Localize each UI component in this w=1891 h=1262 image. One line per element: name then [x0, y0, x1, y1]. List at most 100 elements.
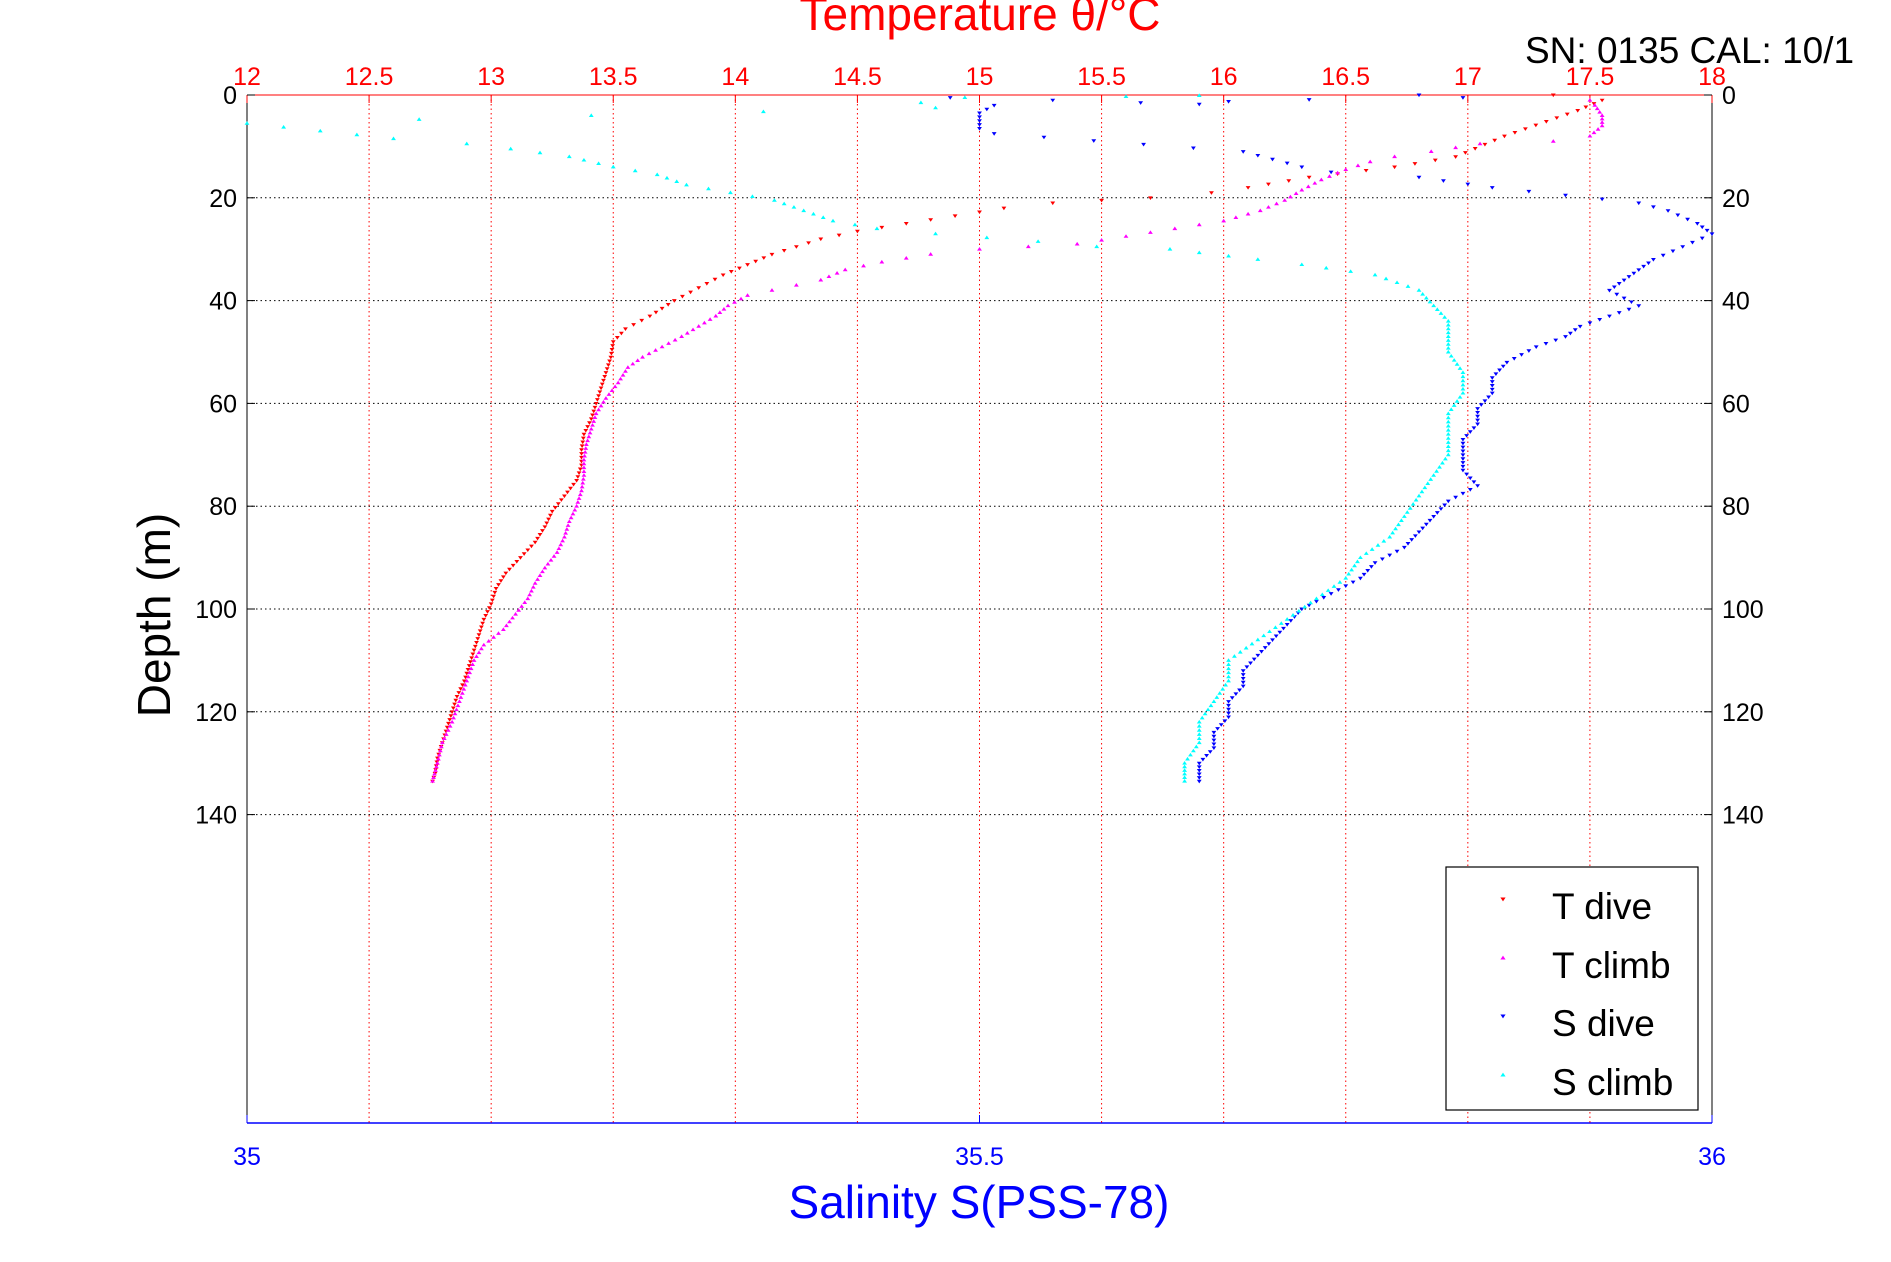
- data-point-t-climb: [437, 752, 442, 757]
- data-point-s-climb: [1445, 444, 1451, 449]
- data-point-t-dive: [609, 347, 615, 352]
- data-point-t-dive: [472, 644, 478, 649]
- data-point-t-dive: [498, 579, 504, 583]
- data-point-t-dive: [476, 633, 482, 637]
- data-point-t-dive: [1591, 102, 1597, 106]
- data-point-t-climb: [525, 596, 531, 601]
- data-point-s-dive: [1328, 170, 1334, 175]
- data-point-s-dive: [1572, 328, 1578, 332]
- data-point-s-climb: [1448, 407, 1454, 412]
- data-point-s-climb: [801, 208, 807, 213]
- tick-label-depth-right: 20: [1722, 185, 1750, 213]
- data-point-s-dive: [1464, 472, 1470, 477]
- data-point-s-dive: [977, 111, 982, 116]
- data-point-t-climb: [471, 658, 477, 662]
- data-point-t-dive: [493, 587, 499, 591]
- data-point-t-climb: [1592, 103, 1598, 107]
- data-point-s-dive: [1467, 476, 1473, 481]
- data-point-s-climb: [1381, 538, 1387, 543]
- data-point-s-dive: [1460, 449, 1466, 454]
- data-point-t-dive: [618, 331, 624, 336]
- data-point-t-climb: [474, 654, 479, 658]
- data-point-t-dive: [1266, 182, 1271, 187]
- data-point-s-climb: [1413, 497, 1419, 502]
- data-point-t-climb: [879, 259, 885, 264]
- data-point-t-climb: [738, 296, 744, 301]
- data-point-s-climb: [684, 182, 689, 187]
- data-point-s-climb: [962, 95, 968, 100]
- data-point-t-climb: [583, 442, 589, 446]
- data-point-t-climb: [659, 344, 665, 349]
- data-point-s-dive: [1207, 750, 1213, 754]
- data-point-t-climb: [625, 365, 631, 369]
- data-point-t-climb: [769, 288, 775, 292]
- tick-label-depth-right: 140: [1722, 802, 1764, 830]
- data-point-s-climb: [391, 136, 396, 141]
- data-point-s-dive: [1460, 461, 1466, 465]
- data-point-t-dive: [1209, 191, 1214, 195]
- data-point-s-climb: [610, 164, 616, 169]
- data-point-t-dive: [1453, 155, 1459, 159]
- data-point-s-climb: [1196, 732, 1202, 736]
- data-point-s-climb: [1428, 477, 1434, 481]
- data-point-s-dive: [1460, 96, 1466, 100]
- data-point-t-climb: [1282, 198, 1288, 202]
- data-point-t-dive: [479, 625, 484, 630]
- data-point-t-climb: [1074, 241, 1080, 246]
- data-point-s-climb: [464, 141, 470, 146]
- data-point-s-climb: [416, 117, 422, 121]
- data-point-s-dive: [1611, 285, 1617, 290]
- data-point-s-dive: [1660, 253, 1666, 258]
- legend-box: [1445, 866, 1699, 1111]
- data-point-s-dive: [1196, 768, 1202, 773]
- data-point-t-climb: [435, 761, 440, 765]
- data-point-s-dive: [1138, 101, 1144, 105]
- data-point-t-dive: [489, 598, 495, 603]
- data-point-s-climb: [1445, 419, 1451, 424]
- data-point-s-climb: [1255, 257, 1261, 261]
- data-point-s-dive: [1251, 657, 1257, 662]
- tick-label-temperature: 16.5: [1321, 63, 1370, 91]
- data-point-s-climb: [1226, 674, 1231, 679]
- data-point-t-dive: [607, 359, 612, 364]
- data-point-t-dive: [500, 575, 506, 580]
- data-point-t-climb: [826, 274, 832, 279]
- data-point-t-climb: [500, 627, 506, 631]
- data-point-s-dive: [1438, 507, 1444, 511]
- data-point-t-dive: [529, 544, 534, 549]
- data-point-s-climb: [1419, 489, 1425, 494]
- data-point-s-dive: [1670, 249, 1676, 254]
- data-point-t-climb: [1233, 215, 1239, 219]
- data-point-t-climb: [457, 699, 462, 703]
- data-point-t-climb: [542, 565, 548, 570]
- data-point-s-climb: [1226, 662, 1231, 666]
- data-point-s-climb: [1319, 592, 1325, 597]
- data-point-s-dive: [1240, 150, 1246, 154]
- data-point-t-climb: [529, 588, 534, 593]
- data-point-t-climb: [441, 736, 447, 740]
- data-point-t-dive: [492, 590, 498, 595]
- data-point-s-dive: [1489, 391, 1495, 396]
- data-point-t-climb: [1148, 230, 1153, 234]
- data-point-t-climb: [1335, 170, 1341, 175]
- serial-calibration-label: SN: 0135 CAL: 10/1: [1525, 30, 1854, 71]
- data-point-s-climb: [1445, 452, 1451, 457]
- data-point-s-dive: [1519, 353, 1524, 357]
- data-point-s-dive: [1226, 703, 1231, 708]
- data-point-s-dive: [1471, 426, 1477, 430]
- data-point-s-dive: [1226, 700, 1231, 704]
- data-point-t-climb: [620, 372, 626, 377]
- data-point-t-dive: [581, 432, 587, 437]
- data-point-s-dive: [1493, 372, 1499, 377]
- data-point-t-climb: [438, 744, 444, 749]
- data-point-s-climb: [1226, 670, 1231, 675]
- data-point-s-climb: [1217, 691, 1223, 695]
- data-point-t-dive: [680, 294, 685, 299]
- data-point-s-climb: [1348, 269, 1354, 273]
- data-point-s-climb: [1454, 362, 1460, 366]
- data-point-t-climb: [581, 465, 587, 470]
- data-point-t-climb: [545, 561, 551, 566]
- data-point-t-climb: [615, 380, 621, 385]
- data-point-s-climb: [281, 124, 287, 129]
- data-point-t-climb: [1550, 139, 1556, 143]
